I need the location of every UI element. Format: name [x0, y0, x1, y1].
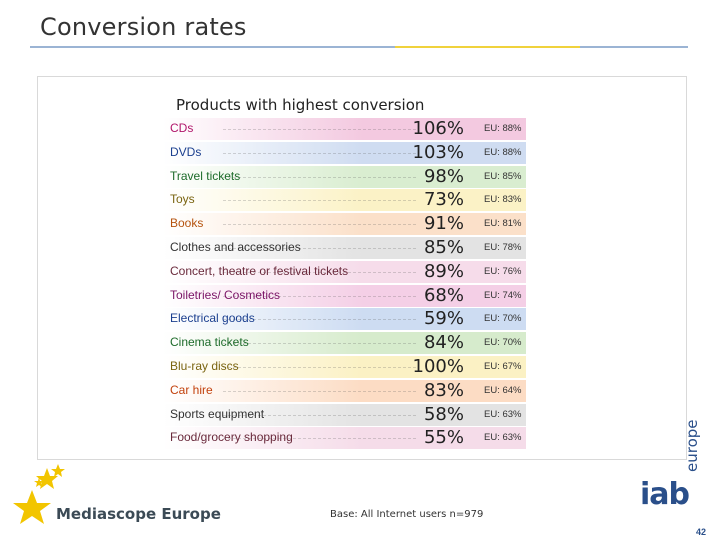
row-category-label: Food/grocery shopping: [170, 430, 293, 445]
table-row: Travel tickets 98% EU: 85%: [163, 165, 526, 188]
row-fill: [163, 237, 526, 259]
table-row: Sports equipment 58% EU: 63%: [163, 403, 526, 426]
row-category-label: Books: [170, 216, 204, 231]
row-value-label: 91%: [423, 213, 464, 235]
row-category-label: Electrical goods: [170, 311, 255, 326]
table-row: Cinema tickets 84% EU: 70%: [163, 332, 526, 355]
row-eu-label: EU: 70%: [484, 337, 522, 349]
row-eu-label: EU: 64%: [484, 384, 522, 396]
title-rule-accent: [395, 46, 580, 48]
row-dash-line: [223, 343, 416, 345]
row-category-label: Clothes and accessories: [170, 240, 301, 254]
table-row: Toiletries/ Cosmetics 68% EU: 74%: [163, 284, 526, 307]
table-row: Toys 73% EU: 83%: [163, 189, 526, 212]
row-category-label: Concert, theatre or festival tickets: [170, 263, 349, 278]
row-category-label: Sports equipment: [170, 406, 265, 421]
row-fill: [163, 403, 526, 426]
row-value-label: 59%: [423, 308, 464, 330]
row-category-label: Toys: [170, 192, 195, 207]
page-number: 42: [696, 527, 707, 537]
row-eu-label: EU: 88%: [484, 123, 522, 134]
star-icon-large: [13, 490, 51, 524]
row-eu-label: EU: 63%: [484, 432, 522, 444]
iab-brand: iab: [640, 477, 690, 512]
row-dash-line: [223, 271, 416, 273]
row-value-label: 73%: [423, 189, 464, 211]
row-category-label: Cinema tickets: [170, 335, 249, 350]
table-row: Blu-ray discs 100% EU: 67%: [163, 356, 526, 378]
row-fill: [163, 260, 526, 283]
row-fill: [163, 165, 526, 188]
row-dash-line: [223, 248, 416, 249]
star-icon-medium: [36, 468, 58, 489]
row-value-label: 84%: [423, 332, 464, 354]
row-dash-line: [223, 129, 416, 130]
row-value-label: 98%: [423, 165, 464, 187]
row-fill: [163, 189, 526, 212]
table-row: DVDs 103% EU: 88%: [163, 141, 526, 164]
row-value-label: 100%: [412, 356, 464, 377]
base-note: Base: All Internet users n=979: [330, 509, 484, 520]
row-category-label: Travel tickets: [170, 168, 241, 183]
table-row: Books 91% EU: 81%: [163, 213, 526, 236]
row-dash-line: [223, 319, 416, 321]
row-fill: [163, 379, 526, 402]
row-eu-label: EU: 78%: [484, 242, 522, 253]
row-dash-line: [223, 200, 416, 202]
table-row: Concert, theatre or festival tickets 89% E…: [163, 260, 526, 283]
row-fill: [163, 118, 526, 140]
row-fill: [163, 141, 526, 164]
row-dash-line: [223, 367, 416, 368]
row-eu-label: EU: 81%: [484, 218, 522, 230]
row-value-label: 106%: [412, 118, 464, 139]
row-eu-label: EU: 83%: [484, 194, 522, 206]
row-eu-label: EU: 70%: [484, 313, 522, 325]
title-rule: [30, 46, 688, 48]
row-fill: [163, 427, 526, 450]
row-value-label: 85%: [423, 237, 464, 258]
row-dash-line: [223, 390, 416, 392]
mediascope-stars-logo: [13, 464, 65, 524]
star-icon-small: [51, 464, 65, 477]
row-fill: [163, 332, 526, 355]
row-category-label: Car hire: [170, 382, 213, 397]
table-row: Car hire 83% EU: 64%: [163, 379, 526, 402]
row-dash-line: [223, 176, 416, 178]
row-dash-line: [223, 152, 416, 154]
row-value-label: 58%: [423, 403, 464, 425]
slide-title: Conversion rates: [40, 13, 247, 41]
row-dash-line: [223, 414, 416, 416]
row-value-label: 55%: [423, 427, 464, 449]
row-value-label: 103%: [412, 141, 464, 163]
row-fill: [163, 356, 526, 378]
chart-title: Products with highest conversion: [176, 96, 425, 114]
star-icon-tiny: [34, 477, 44, 487]
row-eu-label: EU: 88%: [484, 146, 522, 158]
row-eu-label: EU: 74%: [484, 289, 522, 301]
row-category-label: Blu-ray discs: [170, 359, 239, 373]
row-category-label: CDs: [170, 121, 194, 135]
table-row: Food/grocery shopping 55% EU: 63%: [163, 427, 526, 450]
row-fill: [163, 284, 526, 307]
iab-europe-label: europe: [683, 419, 701, 473]
row-value-label: 89%: [423, 260, 464, 282]
row-category-label: Toiletries/ Cosmetics: [170, 287, 281, 302]
row-fill: [163, 308, 526, 331]
mediascope-brand: Mediascope Europe: [56, 505, 221, 523]
row-eu-label: EU: 85%: [484, 170, 522, 182]
row-dash-line: [223, 295, 416, 297]
row-dash-line: [223, 224, 416, 226]
row-eu-label: EU: 76%: [484, 265, 522, 277]
row-eu-label: EU: 63%: [484, 408, 522, 420]
row-value-label: 68%: [423, 284, 464, 306]
row-value-label: 83%: [423, 379, 464, 401]
table-row: Electrical goods 59% EU: 70%: [163, 308, 526, 331]
table-row: Clothes and accessories 85% EU: 78%: [163, 237, 526, 259]
table-row: CDs 106% EU: 88%: [163, 118, 526, 140]
row-fill: [163, 213, 526, 236]
row-category-label: DVDs: [170, 144, 202, 159]
row-dash-line: [223, 438, 416, 440]
row-eu-label: EU: 67%: [484, 361, 522, 372]
